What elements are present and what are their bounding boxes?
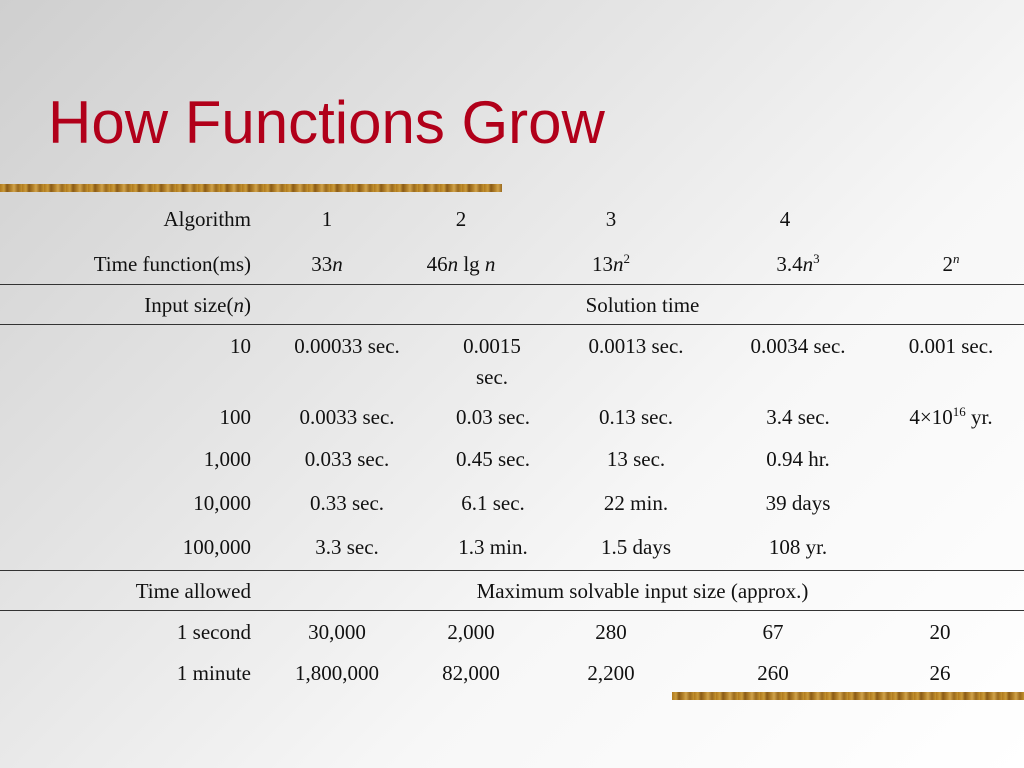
table-cell: 0.94 hr. (766, 447, 830, 471)
table-cell: 2,000 (447, 620, 495, 644)
table-cell: 22 min. (603, 491, 669, 515)
algorithm-2: 2 (455, 207, 467, 231)
solution-time-heading: Solution time (585, 293, 700, 317)
table-cell: 67 (762, 620, 784, 644)
max-input-size-heading: Maximum solvable input size (approx.) (476, 579, 809, 603)
table-cell: 6.1 sec. (461, 491, 525, 515)
row-label: 1,000 (203, 447, 251, 471)
table-cell: 20 (929, 620, 951, 644)
row-label: 10 (230, 334, 251, 358)
algorithm-4: 4 (779, 207, 791, 231)
table-cell: 0.001 sec. (908, 334, 994, 358)
decorative-bar-top (0, 184, 502, 192)
row-label: 1 second (176, 620, 251, 644)
row-label: 100 (219, 405, 252, 429)
row-label: 1 minute (176, 661, 251, 685)
table-rule-2 (0, 324, 1024, 325)
table-rule-4 (0, 610, 1024, 611)
decorative-bar-bottom (672, 692, 1024, 700)
table-cell: 0.00033 sec. (294, 334, 400, 358)
table-cell: 280 (595, 620, 627, 644)
time-allowed-label: Time allowed (135, 579, 251, 603)
algorithm-1: 1 (321, 207, 333, 231)
table-cell: 82,000 (442, 661, 500, 685)
table-rule-1 (0, 284, 1024, 285)
table-cell: 13 sec. (606, 447, 666, 471)
table-cell: 0.0033 sec. (299, 405, 395, 429)
table-cell: 0.033 sec. (304, 447, 390, 471)
table-cell: 2,200 (587, 661, 635, 685)
table-cell: 0.0034 sec. (750, 334, 846, 358)
table-cell: 0.33 sec. (309, 491, 385, 515)
table-cell: 1,800,000 (295, 661, 379, 685)
table-cell: 0.13 sec. (598, 405, 674, 429)
table-cell: 0.03 sec. (455, 405, 531, 429)
time-function-5: 2n (942, 251, 960, 276)
table-cell: 0.45 sec. (455, 447, 531, 471)
row-label: 100,000 (182, 535, 251, 559)
time-function-1: 33n (311, 252, 343, 276)
algorithm-label: Algorithm (163, 207, 252, 231)
table-cell: 4×1016 yr. (909, 404, 993, 429)
algorithm-3: 3 (605, 207, 617, 231)
table-cell: 1.5 days (601, 535, 671, 559)
slide-title: How Functions Grow (48, 89, 605, 156)
table-cell: 1.3 min. (458, 535, 528, 559)
time-function-4: 3.4n3 (776, 251, 820, 276)
table-cell: 108 yr. (768, 535, 828, 559)
table-cell: 26 (929, 661, 951, 685)
table-cell: 30,000 (308, 620, 366, 644)
table-cell: 0.0013 sec. (588, 334, 684, 358)
time-function-2: 46n lg n (426, 252, 496, 276)
table-cell: 260 (757, 661, 789, 685)
table-cell: 0.0015 sec. (463, 334, 521, 389)
table-cell: 39 days (765, 491, 831, 515)
input-size-label: Input size(n) (144, 293, 251, 317)
table-cell: 3.4 sec. (766, 405, 830, 429)
row-label: 10,000 (193, 491, 251, 515)
table-rule-3 (0, 570, 1024, 571)
table-cell: 3.3 sec. (315, 535, 379, 559)
time-function-3: 13n2 (592, 251, 630, 276)
time-function-label: Time function(ms) (93, 252, 251, 276)
